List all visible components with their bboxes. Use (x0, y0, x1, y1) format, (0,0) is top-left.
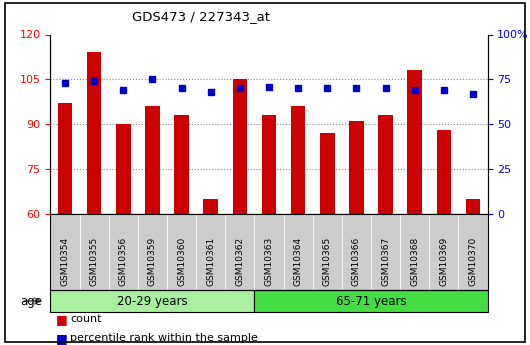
Text: GSM10370: GSM10370 (469, 237, 478, 286)
Text: GSM10356: GSM10356 (119, 237, 128, 286)
Bar (320, 133, 334, 214)
Bar (58, 103, 72, 214)
Bar (378, 115, 393, 214)
Bar (174, 115, 189, 214)
Bar (408, 70, 422, 214)
Bar (233, 79, 247, 214)
Text: 20-29 years: 20-29 years (117, 295, 188, 307)
Text: percentile rank within the sample: percentile rank within the sample (70, 333, 258, 343)
Text: GSM10365: GSM10365 (323, 237, 332, 286)
Bar (87, 52, 101, 214)
Text: GSM10361: GSM10361 (206, 237, 215, 286)
Bar (466, 199, 480, 214)
Text: GSM10360: GSM10360 (177, 237, 186, 286)
Bar (437, 130, 451, 214)
Text: count: count (70, 314, 102, 324)
Text: age: age (20, 295, 42, 307)
Text: GSM10359: GSM10359 (148, 237, 157, 286)
Text: GDS473 / 227343_at: GDS473 / 227343_at (132, 10, 270, 23)
Text: GSM10355: GSM10355 (90, 237, 99, 286)
Text: 65-71 years: 65-71 years (335, 295, 407, 307)
Bar (116, 124, 130, 214)
Text: GSM10364: GSM10364 (294, 237, 303, 286)
Bar (262, 115, 276, 214)
Text: GSM10369: GSM10369 (439, 237, 448, 286)
Bar (349, 121, 364, 214)
Text: GSM10367: GSM10367 (381, 237, 390, 286)
Text: ■: ■ (56, 332, 67, 345)
Bar (204, 199, 218, 214)
Text: ■: ■ (56, 313, 67, 326)
Text: GSM10362: GSM10362 (235, 237, 244, 286)
Text: GSM10366: GSM10366 (352, 237, 361, 286)
Text: GSM10368: GSM10368 (410, 237, 419, 286)
Bar (291, 106, 305, 214)
Bar (145, 106, 160, 214)
Text: GSM10363: GSM10363 (264, 237, 273, 286)
Text: GSM10354: GSM10354 (60, 237, 69, 286)
